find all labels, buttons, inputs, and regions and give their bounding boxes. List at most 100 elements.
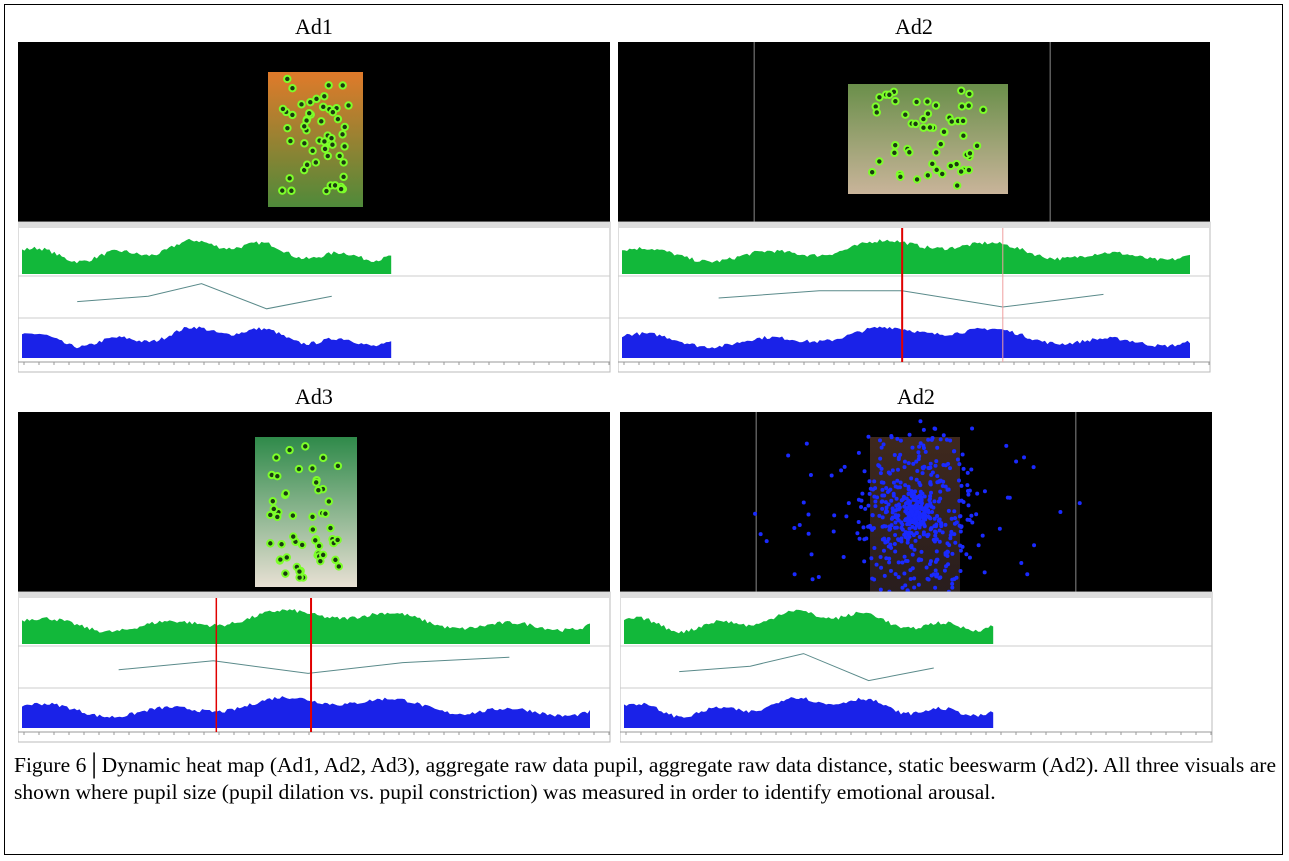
fixation-dot bbox=[891, 150, 897, 156]
gaze-dot bbox=[897, 518, 901, 522]
gaze-dot bbox=[920, 496, 924, 500]
fixation-dot bbox=[306, 110, 312, 116]
fixation-dot bbox=[929, 161, 935, 167]
gaze-dot bbox=[870, 528, 874, 532]
chart-header bbox=[18, 592, 610, 598]
fixation-dot bbox=[949, 118, 955, 124]
fixation-dot bbox=[315, 487, 321, 493]
fixation-dot bbox=[933, 149, 939, 155]
fixation-dot bbox=[323, 188, 329, 194]
gaze-dot bbox=[927, 577, 931, 581]
gaze-dot bbox=[910, 525, 914, 529]
gaze-dot bbox=[872, 546, 876, 550]
gaze-dot bbox=[909, 476, 913, 480]
gaze-dot bbox=[938, 540, 942, 544]
gaze-dot bbox=[877, 464, 881, 468]
gaze-dot bbox=[914, 521, 918, 525]
fixation-dot bbox=[310, 526, 316, 532]
fixation-dot bbox=[340, 159, 346, 165]
fixation-dot bbox=[325, 82, 331, 88]
gaze-dot bbox=[888, 472, 892, 476]
gaze-dot bbox=[904, 517, 908, 521]
gaze-dot bbox=[900, 561, 904, 565]
gaze-dot bbox=[880, 488, 884, 492]
gaze-dot bbox=[1019, 561, 1023, 565]
gaze-dot bbox=[913, 516, 917, 520]
fixation-dot bbox=[322, 146, 328, 152]
gaze-dot bbox=[959, 549, 963, 553]
fixation-dot bbox=[304, 162, 310, 168]
gaze-dot bbox=[1032, 543, 1036, 547]
gaze-dot bbox=[935, 474, 939, 478]
gaze-dot bbox=[939, 524, 943, 528]
panel: Ad2 bbox=[620, 382, 1214, 744]
gaze-dot bbox=[907, 492, 911, 496]
gaze-dot bbox=[934, 459, 938, 463]
gaze-dot bbox=[938, 490, 942, 494]
gaze-dot bbox=[924, 450, 928, 454]
fixation-dot bbox=[332, 557, 338, 563]
gaze-dot bbox=[903, 460, 907, 464]
fixation-dot bbox=[892, 98, 898, 104]
fixation-dot bbox=[335, 463, 341, 469]
gaze-dot bbox=[871, 513, 875, 517]
fixation-dot bbox=[301, 123, 307, 129]
gaze-dot bbox=[914, 503, 918, 507]
gaze-dot bbox=[919, 522, 923, 526]
gaze-dot bbox=[922, 532, 926, 536]
gaze-dot bbox=[765, 539, 769, 543]
gaze-dot bbox=[918, 535, 922, 539]
gaze-dot bbox=[883, 574, 887, 578]
gaze-dot bbox=[903, 555, 907, 559]
gaze-dot bbox=[915, 469, 919, 473]
fixation-dot bbox=[924, 98, 930, 104]
gaze-dot bbox=[910, 545, 914, 549]
gaze-dot bbox=[842, 555, 846, 559]
chart-header bbox=[618, 222, 1210, 228]
gaze-dot bbox=[887, 557, 891, 561]
gaze-dot bbox=[866, 504, 870, 508]
gaze-dot bbox=[929, 526, 933, 530]
gaze-dot bbox=[753, 512, 757, 516]
fixation-dot bbox=[312, 537, 318, 543]
gaze-dot bbox=[911, 553, 915, 557]
gaze-dot bbox=[915, 478, 919, 482]
gaze-dot bbox=[937, 519, 941, 523]
gaze-dot bbox=[786, 453, 790, 457]
gaze-dot bbox=[931, 471, 935, 475]
fixation-dot bbox=[869, 169, 875, 175]
gaze-dot bbox=[950, 517, 954, 521]
gaze-dot bbox=[968, 489, 972, 493]
fixation-dot bbox=[273, 454, 279, 460]
fixation-dot bbox=[345, 102, 351, 108]
fixation-dot bbox=[317, 558, 323, 564]
fixation-dot bbox=[322, 511, 328, 517]
gaze-dot bbox=[964, 552, 968, 556]
gaze-dot bbox=[915, 510, 919, 514]
gaze-dot bbox=[955, 520, 959, 524]
gaze-dot bbox=[933, 539, 937, 543]
gaze-dot bbox=[923, 509, 927, 513]
gaze-dot bbox=[918, 419, 922, 423]
gaze-dot bbox=[956, 458, 960, 462]
gaze-dot bbox=[970, 426, 974, 430]
gaze-dot bbox=[912, 585, 916, 589]
fixation-dot bbox=[283, 490, 289, 496]
fixation-dot bbox=[288, 188, 294, 194]
gaze-dot bbox=[893, 520, 897, 524]
gaze-dot bbox=[896, 513, 900, 517]
gaze-dot bbox=[832, 513, 836, 517]
gaze-dot bbox=[943, 523, 947, 527]
gaze-dot bbox=[909, 577, 913, 581]
gaze-dot bbox=[886, 540, 890, 544]
gaze-dot bbox=[959, 569, 963, 573]
fixation-dot bbox=[342, 124, 348, 130]
gaze-dot bbox=[843, 465, 847, 469]
fixation-dot bbox=[925, 111, 931, 117]
gaze-dot bbox=[958, 524, 962, 528]
gaze-dot bbox=[952, 532, 956, 536]
fixation-dot bbox=[270, 498, 276, 504]
chart-header bbox=[620, 592, 1212, 598]
gaze-dot bbox=[914, 539, 918, 543]
gaze-dot bbox=[914, 499, 918, 503]
